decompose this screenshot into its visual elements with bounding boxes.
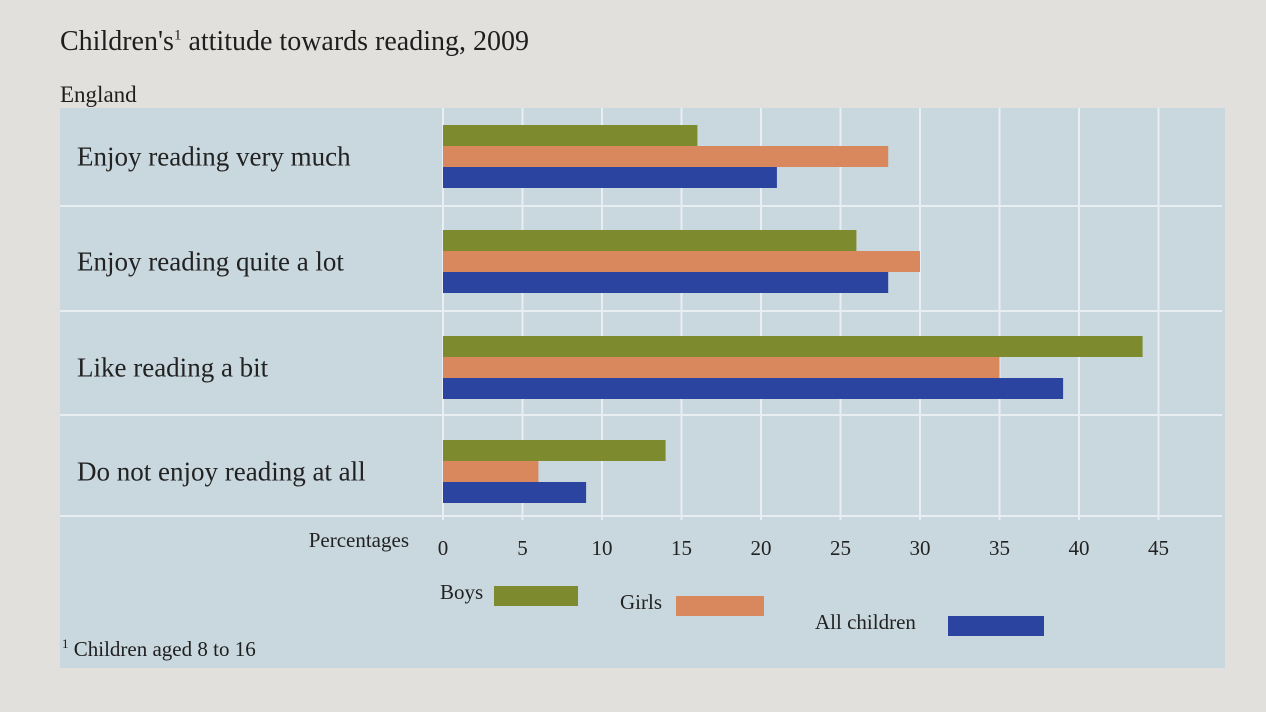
x-tick-label: 40 [1069, 536, 1090, 560]
bar-all-children [443, 378, 1064, 399]
x-tick-label: 25 [830, 536, 851, 560]
bar-girls [443, 146, 889, 167]
chart-panel: Enjoy reading very much Enjoy reading qui… [60, 108, 1225, 668]
bar-all-children [443, 167, 777, 188]
x-tick-label: 15 [671, 536, 692, 560]
legend-label: All children [815, 610, 916, 634]
category-label: Enjoy reading quite a lot [77, 247, 344, 277]
x-tick-label: 20 [751, 536, 772, 560]
legend-swatch [676, 596, 764, 616]
bar-all-children [443, 482, 587, 503]
bar-boys [443, 230, 857, 251]
category-label: Enjoy reading very much [77, 142, 351, 172]
bar-chart: Enjoy reading very much Enjoy reading qui… [60, 108, 1222, 636]
bar-boys [443, 125, 698, 146]
footnote: 1 Children aged 8 to 16 [62, 636, 256, 662]
x-tick-label: 35 [989, 536, 1010, 560]
bar-all-children [443, 272, 889, 293]
x-tick-label: 30 [910, 536, 931, 560]
category-label: Do not enjoy reading at all [77, 457, 366, 487]
legend-label: Boys [440, 580, 483, 604]
title-rest: attitude towards reading, 2009 [181, 26, 530, 57]
bar-girls [443, 251, 920, 272]
bar-girls [443, 461, 539, 482]
legend-label: Girls [620, 590, 662, 614]
x-tick-label: 45 [1148, 536, 1169, 560]
x-tick-label: 5 [517, 536, 528, 560]
bar-boys [443, 440, 666, 461]
x-axis-label: Percentages [309, 528, 409, 552]
title-main: Children's [60, 26, 174, 57]
bar-girls [443, 357, 1000, 378]
chart-subtitle: England [60, 82, 137, 107]
x-tick-label: 10 [592, 536, 613, 560]
category-label: Like reading a bit [77, 353, 269, 383]
footnote-marker: 1 [62, 636, 69, 651]
legend-swatch [494, 586, 578, 606]
title-footnote-marker: 1 [173, 27, 182, 44]
footnote-text: Children aged 8 to 16 [73, 637, 256, 661]
legend-swatch [948, 616, 1044, 636]
bar-boys [443, 336, 1143, 357]
chart-title: Children's1 attitude towards reading, 20… [60, 26, 529, 58]
x-tick-label: 0 [438, 536, 449, 560]
